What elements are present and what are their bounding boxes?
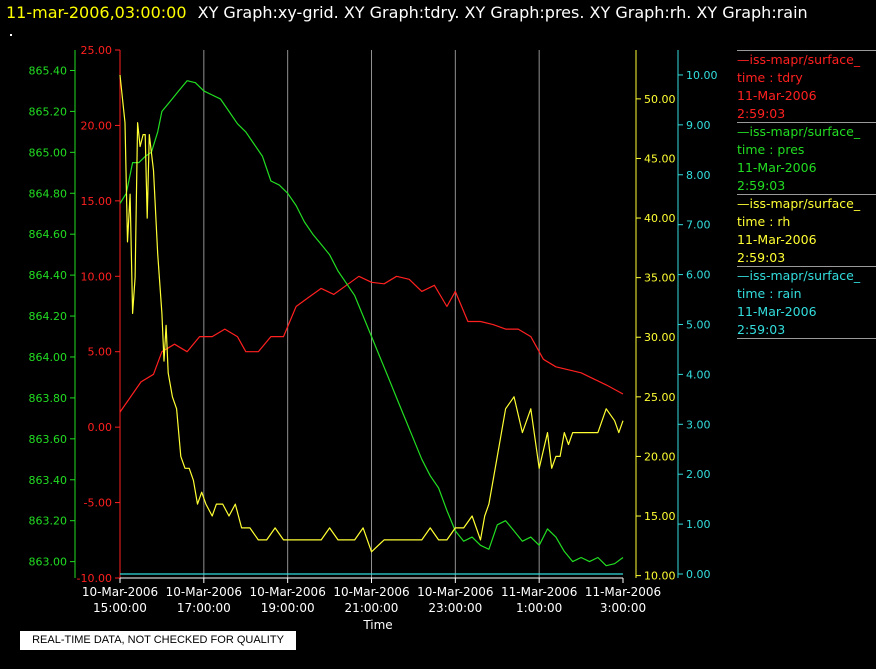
legend-separator: [737, 122, 876, 123]
pres-tick-label: 863.20: [29, 515, 68, 528]
legend-date: 11-Mar-2006: [737, 304, 817, 319]
legend-name: —iss-mapr/surface_: [737, 196, 861, 211]
rain-tick-label: 6.00: [686, 269, 711, 282]
legend-var: time : rain: [737, 286, 802, 301]
legend-time: 2:59:03: [737, 106, 786, 121]
x-tick-date: 10-Mar-2006: [166, 585, 242, 599]
x-tick-time: 21:00:00: [345, 601, 399, 615]
tdry-tick-label: 15.00: [81, 195, 113, 208]
x-tick-time: 23:00:00: [428, 601, 482, 615]
legend-var: time : rh: [737, 214, 791, 229]
x-tick-date: 11-Mar-2006: [585, 585, 661, 599]
pres-series-line: [119, 80, 624, 567]
pres-tick-label: 864.20: [29, 310, 68, 323]
cursor-dot: [10, 34, 12, 36]
legend-separator: [737, 194, 876, 195]
axes: 865.40 865.20 865.00 864.80 864.60 864.40 864.…: [29, 44, 718, 585]
legend-var: time : pres: [737, 142, 805, 157]
legend-entry-pres: —iss-mapr/surface_time : pres 11-Mar-2006…: [737, 122, 876, 195]
legend-var: time : tdry: [737, 70, 803, 85]
header-graph-list: XY Graph:xy-grid. XY Graph:tdry. XY Grap…: [197, 3, 808, 22]
tdry-series-line: [119, 275, 624, 413]
legend-separator: [737, 338, 876, 339]
legend-time: 2:59:03: [737, 250, 786, 265]
legend-date: 11-Mar-2006: [737, 232, 817, 247]
pres-tick-label: 863.00: [29, 556, 68, 569]
x-tick-time: 17:00:00: [177, 601, 231, 615]
tdry-tick-label: 5.00: [88, 346, 113, 359]
legend-time: 2:59:03: [737, 322, 786, 337]
rh-tick-label: 15.00: [644, 510, 676, 523]
legend-entry-rain: —iss-mapr/surface_time : rain 11-Mar-2006…: [737, 266, 876, 339]
x-tick-date: 10-Mar-2006: [333, 585, 409, 599]
tdry-tick-label: -10.00: [77, 572, 112, 585]
rain-tick-label: 1.00: [686, 518, 711, 531]
pres-tick-label: 865.20: [29, 105, 68, 118]
tdry-tick-label: 25.00: [81, 44, 113, 57]
legend-entry-rh: —iss-mapr/surface_time : rh 11-Mar-2006 2:…: [737, 194, 876, 267]
rain-tick-label: 10.00: [686, 69, 718, 82]
quality-notice: REAL-TIME DATA, NOT CHECKED FOR QUALITY: [20, 631, 296, 650]
rh-tick-label: 25.00: [644, 391, 676, 404]
pres-tick-label: 864.80: [29, 187, 68, 200]
legend-name: —iss-mapr/surface_: [737, 52, 861, 67]
legend-date: 11-Mar-2006: [737, 160, 817, 175]
x-tick-time: 1:00:00: [516, 601, 562, 615]
rh-series-line: [119, 74, 624, 553]
rain-tick-label: 4.00: [686, 368, 711, 381]
pres-tick-label: 864.60: [29, 228, 68, 241]
legend-separator: [737, 266, 876, 267]
legend-name: —iss-mapr/surface_: [737, 268, 861, 283]
rain-tick-label: 8.00: [686, 169, 711, 182]
x-tick-date: 10-Mar-2006: [82, 585, 158, 599]
x-tick-date: 11-Mar-2006: [501, 585, 577, 599]
rh-tick-label: 50.00: [644, 93, 676, 106]
legend-separator: [737, 50, 876, 51]
tdry-tick-label: 20.00: [81, 119, 113, 132]
legend-end-separator: [737, 338, 876, 339]
legend-entry-tdry: —iss-mapr/surface_time : tdry 11-Mar-2006…: [737, 50, 876, 123]
graph-header: 11-mar-2006,03:00:00 XY Graph:xy-grid. X…: [6, 3, 808, 22]
rh-tick-label: 40.00: [644, 212, 676, 225]
pres-tick-label: 864.00: [29, 351, 68, 364]
tdry-tick-label: -5.00: [84, 497, 112, 510]
legend-name: —iss-mapr/surface_: [737, 124, 861, 139]
pres-tick-label: 863.60: [29, 433, 68, 446]
x-axis-label: Time: [362, 618, 392, 632]
x-tick-date: 10-Mar-2006: [249, 585, 325, 599]
pres-tick-label: 865.40: [29, 64, 68, 77]
x-axis-ticks: 10-Mar-2006 15:00:00 10-Mar-2006 17:00:00 10…: [82, 578, 661, 615]
rain-tick-label: 0.00: [686, 568, 711, 581]
rain-tick-label: 9.00: [686, 119, 711, 132]
rh-tick-label: 35.00: [644, 272, 676, 285]
rh-tick-label: 45.00: [644, 152, 676, 165]
pres-tick-label: 863.80: [29, 392, 68, 405]
pres-tick-label: 863.40: [29, 474, 68, 487]
series-lines: [119, 74, 624, 575]
rh-tick-label: 20.00: [644, 450, 676, 463]
legend-date: 11-Mar-2006: [737, 88, 817, 103]
x-tick-time: 15:00:00: [93, 601, 147, 615]
x-tick-date: 10-Mar-2006: [417, 585, 493, 599]
pres-tick-label: 865.00: [29, 146, 68, 159]
rain-tick-label: 3.00: [686, 418, 711, 431]
x-tick-time: 19:00:00: [261, 601, 315, 615]
rh-tick-label: 30.00: [644, 331, 676, 344]
x-tick-time: 3:00:00: [600, 601, 646, 615]
pres-tick-label: 864.40: [29, 269, 68, 282]
rain-tick-label: 7.00: [686, 219, 711, 232]
rain-tick-label: 5.00: [686, 318, 711, 331]
tdry-tick-label: 10.00: [81, 270, 113, 283]
legend-time: 2:59:03: [737, 178, 786, 193]
rain-tick-label: 2.00: [686, 468, 711, 481]
rh-tick-label: 10.00: [644, 570, 676, 583]
header-timestamp: 11-mar-2006,03:00:00: [6, 3, 187, 22]
vertical-grid: [203, 50, 540, 578]
tdry-tick-label: 0.00: [88, 421, 113, 434]
